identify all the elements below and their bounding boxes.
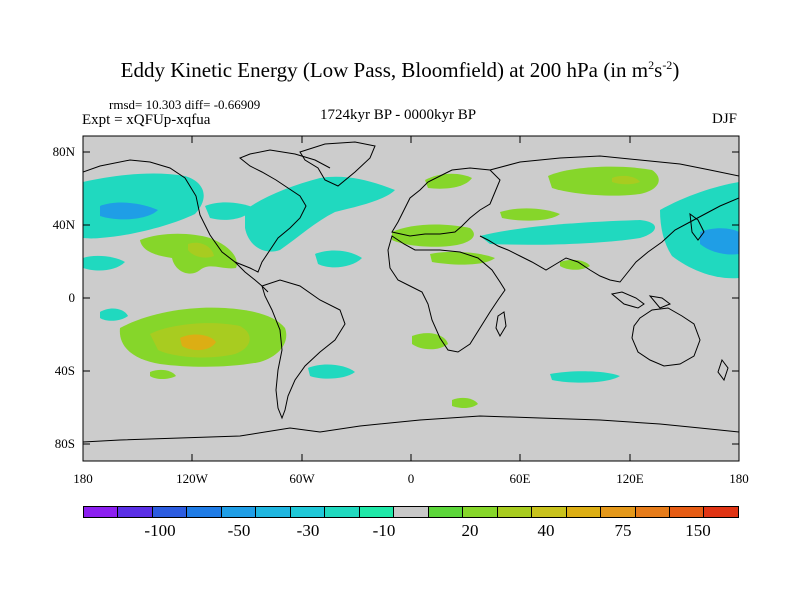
experiment-label: Expt = xQFUp-xqfua <box>82 112 211 128</box>
south-indian-negative <box>550 371 620 383</box>
colorbar-segment <box>325 507 360 517</box>
colorbar-segment <box>152 507 188 517</box>
lat-label-40s: 40S <box>54 363 75 378</box>
mexico-core <box>188 242 214 258</box>
rmsd-stats: rmsd= 10.303 diff= -0.66909 <box>109 97 261 112</box>
colorbar-segment <box>532 507 567 517</box>
colorbar-segment <box>669 507 705 517</box>
lat-label-80s: 80S <box>54 436 75 451</box>
colorbar-segment <box>635 507 670 517</box>
colorbar-label: -10 <box>372 521 396 540</box>
south-america-coast <box>261 279 346 420</box>
colorbar-segment <box>290 507 326 517</box>
tropical-patch <box>100 308 128 321</box>
south-africa-positive <box>412 333 448 350</box>
colorbar-segment <box>601 507 636 517</box>
anomaly-fields <box>83 166 739 408</box>
madagascar-coast <box>495 311 507 338</box>
mideast-positive-field <box>430 251 495 265</box>
asia-coast <box>479 155 739 283</box>
colorbar-segment <box>187 507 222 517</box>
europe-positive-strip <box>500 208 560 221</box>
atlantic-west-band <box>205 202 255 220</box>
greenland-coast <box>299 141 376 187</box>
lon-label-0: 0 <box>407 471 415 486</box>
y-ticks <box>83 151 739 445</box>
coastlines <box>83 141 739 443</box>
central-america-coast <box>234 261 269 293</box>
colorbar <box>83 506 739 518</box>
season-label: DJF <box>712 111 738 127</box>
siberia-positive-field <box>548 166 659 196</box>
lat-label-40n: 40N <box>52 217 75 232</box>
north-pacific-core <box>100 202 158 220</box>
chart-title: Eddy Kinetic Energy (Low Pass, Bloomfiel… <box>120 58 680 82</box>
colorbar-label: -50 <box>227 521 251 540</box>
colorbar-segment <box>359 507 395 517</box>
lat-label-80n: 80N <box>52 144 75 159</box>
australia-coast <box>631 307 701 367</box>
colorbar-segment <box>704 507 738 517</box>
maritime-se-asia-coast <box>610 291 672 309</box>
period-label: 1724kyr BP - 0000kyr BP <box>320 107 477 123</box>
colorbar-segment <box>256 507 291 517</box>
colorbar-label: -30 <box>296 521 320 540</box>
pacific-east-edge <box>83 255 125 271</box>
antarctica-coast <box>83 415 739 443</box>
lat-label-0: 0 <box>68 290 76 305</box>
colorbar-label: 20 <box>461 521 479 540</box>
new-zealand-coast <box>717 358 729 382</box>
colorbar-label: 150 <box>685 521 711 540</box>
north-america-coast <box>83 149 331 273</box>
colorbar-segment <box>118 507 153 517</box>
atlantic-east-blob <box>315 250 362 268</box>
lon-label-120e: 120E <box>616 471 644 486</box>
asia-negative-band <box>480 220 655 245</box>
lon-label-180w: 180 <box>73 471 93 486</box>
india-positive-patch <box>560 259 590 270</box>
lon-label-120w: 120W <box>176 471 208 486</box>
south-atlantic-negative <box>308 364 355 379</box>
south-pacific-core <box>180 334 216 351</box>
south-indian-positive <box>452 397 478 408</box>
europe-coast <box>391 167 501 237</box>
siberia-core <box>612 175 640 185</box>
lon-label-60e: 60E <box>509 471 531 486</box>
south-pacific-tail <box>150 369 176 379</box>
japan-coast <box>689 212 705 241</box>
colorbar-segment <box>428 507 464 517</box>
colorbar-label: 40 <box>537 521 555 540</box>
lon-label-180e: 180 <box>729 471 749 486</box>
colorbar-segment <box>566 507 602 517</box>
mexico-positive-field <box>140 233 237 274</box>
colorbar-segment <box>221 507 257 517</box>
africa-coast <box>387 235 506 353</box>
mediterranean-positive-field <box>392 224 474 247</box>
colorbar-label: -100 <box>144 521 176 540</box>
north-atlantic-negative-field <box>245 176 395 252</box>
colorbar-segment <box>463 507 498 517</box>
x-ticks <box>82 136 740 461</box>
colorbar-label: 75 <box>614 521 632 540</box>
lon-label-60w: 60W <box>289 471 315 486</box>
colorbar-segment <box>394 507 429 517</box>
colorbar-segment <box>84 507 119 517</box>
west-pacific-core <box>700 228 739 255</box>
colorbar-segment <box>497 507 533 517</box>
